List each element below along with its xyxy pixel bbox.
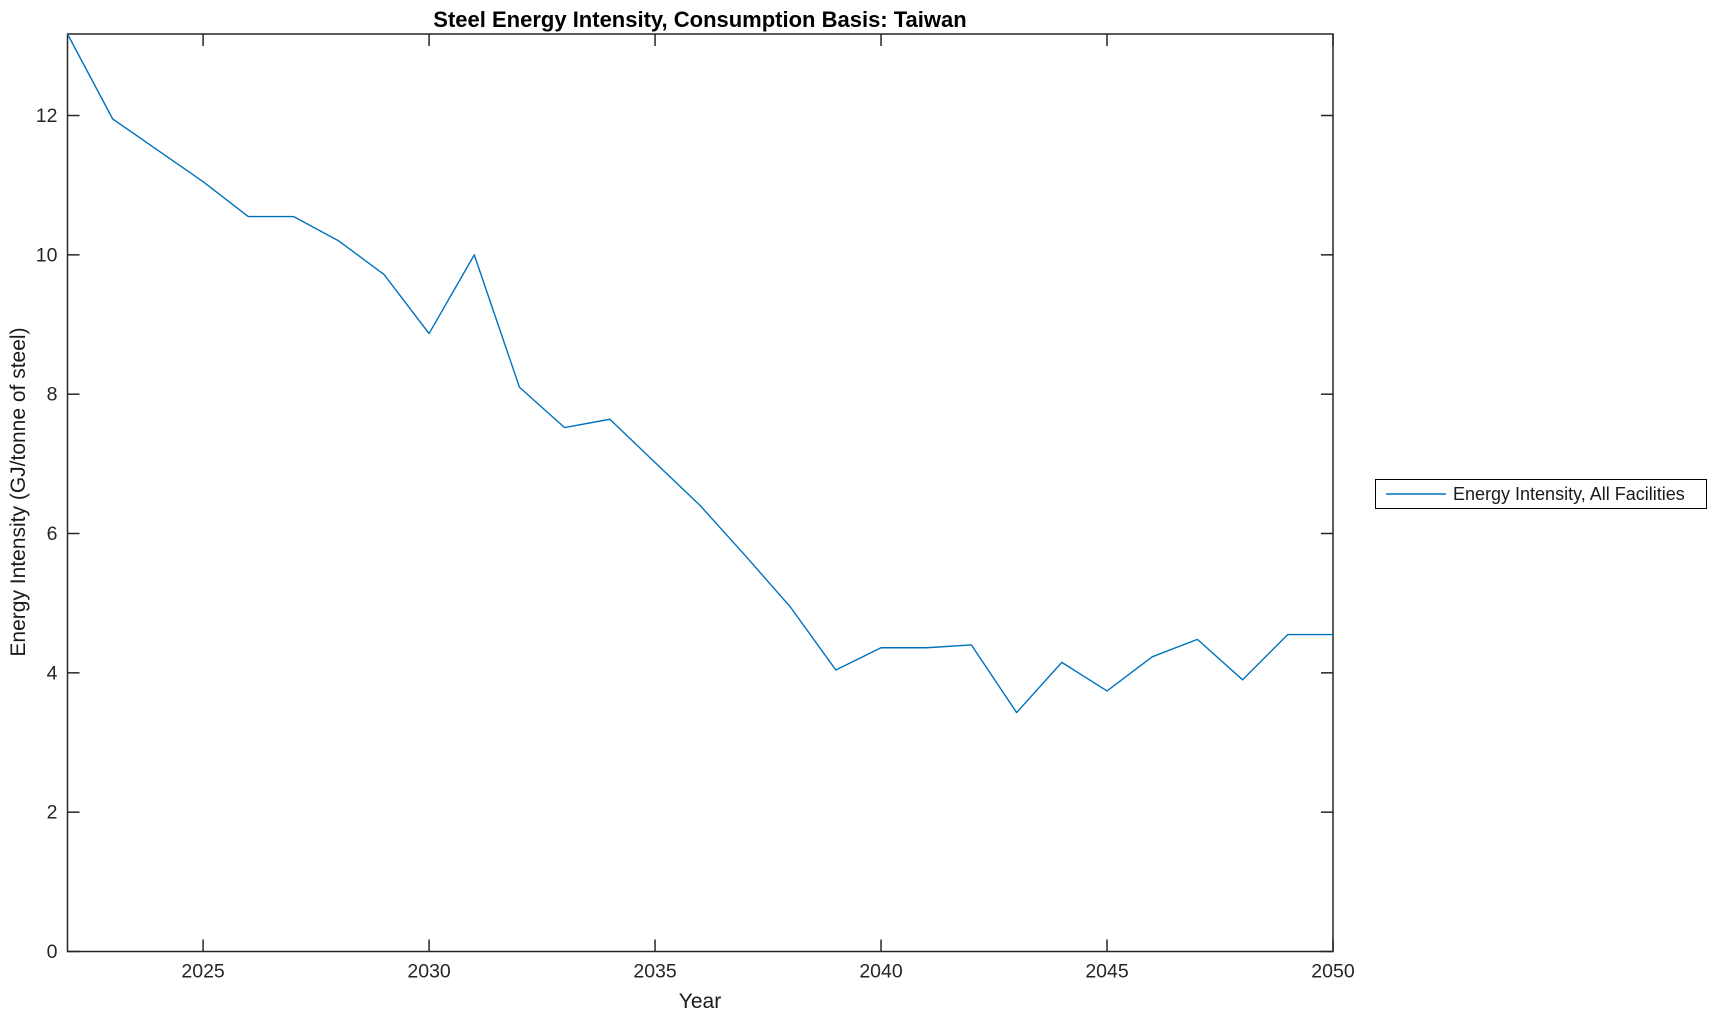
x-tick-label: 2030 bbox=[407, 961, 451, 983]
y-tick-label: 10 bbox=[36, 244, 58, 266]
y-tick-label: 6 bbox=[47, 523, 58, 545]
x-tick-label: 2045 bbox=[1085, 961, 1129, 983]
x-tick-label: 2025 bbox=[181, 961, 225, 983]
y-tick-label: 0 bbox=[47, 941, 58, 963]
legend: Energy Intensity, All Facilities bbox=[1375, 479, 1707, 509]
legend-line-sample bbox=[1386, 493, 1446, 495]
axes-box bbox=[66, 33, 1334, 953]
x-tick-label: 2035 bbox=[633, 961, 677, 983]
chart-title: Steel Energy Intensity, Consumption Basi… bbox=[433, 7, 967, 32]
y-tick-label: 8 bbox=[47, 384, 58, 406]
legend-entry-label: Energy Intensity, All Facilities bbox=[1453, 483, 1685, 504]
x-axis-label: Year bbox=[678, 990, 722, 1013]
y-tick-label: 12 bbox=[36, 105, 58, 127]
line-series bbox=[66, 33, 1333, 714]
y-tick-label: 4 bbox=[47, 662, 58, 684]
y-tick-label: 2 bbox=[47, 802, 58, 824]
x-tick-label: 2040 bbox=[859, 961, 903, 983]
x-tick-label: 2050 bbox=[1311, 961, 1355, 983]
